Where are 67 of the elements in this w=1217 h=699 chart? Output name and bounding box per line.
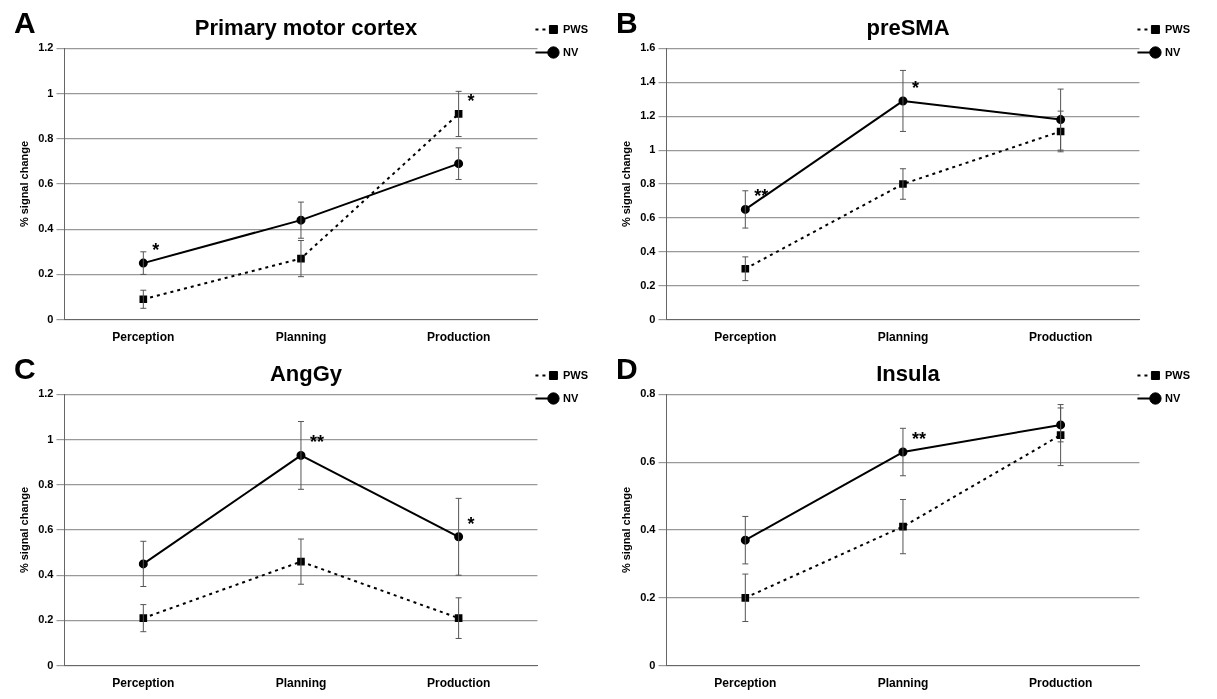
annotation: ** (309, 432, 324, 453)
annotation: * (911, 77, 919, 98)
y-tick-label: 0.8 (38, 131, 54, 144)
y-tick-label: 1 (47, 86, 54, 99)
y-tick-label: 0.8 (640, 387, 656, 400)
x-tick-label: Perception (112, 676, 175, 691)
y-axis-title: % signal change (619, 486, 632, 574)
x-tick-label: Production (1028, 330, 1093, 345)
y-tick-label: 0.6 (38, 523, 54, 536)
x-tick-label: Planning (877, 330, 929, 345)
y-tick-label: 0.2 (640, 278, 656, 291)
text: D (616, 352, 638, 386)
legend-label: NV (562, 45, 579, 58)
x-tick-label: Planning (877, 676, 929, 691)
y-tick-label: 0.4 (640, 244, 657, 257)
legend-label: PWS (562, 22, 589, 35)
y-tick-label: 0.8 (38, 477, 54, 490)
chart-title: Primary motor cortex (194, 15, 419, 41)
y-tick-label: 1.6 (640, 41, 656, 54)
y-tick-label: 1.2 (38, 41, 54, 54)
y-tick-label: 0 (47, 312, 54, 325)
legend-label: PWS (1164, 368, 1191, 381)
y-axis-title: % signal change (17, 140, 30, 228)
y-axis-title: % signal change (619, 140, 632, 228)
legend-label: NV (562, 391, 579, 404)
y-tick-label: 0.4 (38, 568, 55, 581)
legend-label: NV (1164, 45, 1181, 58)
y-tick-label: 0.6 (640, 210, 656, 223)
x-tick-label: Perception (112, 330, 175, 345)
x-tick-label: Production (1028, 676, 1093, 691)
annotation: ** (754, 186, 769, 207)
x-tick-label: Perception (714, 330, 777, 345)
y-tick-label: 0.4 (640, 523, 657, 536)
y-tick-label: 0 (649, 658, 656, 671)
x-tick-label: Production (426, 676, 491, 691)
x-tick-label: Perception (714, 676, 777, 691)
text: A (14, 6, 36, 40)
y-tick-label: 0.2 (640, 590, 656, 603)
legend-label: PWS (1164, 22, 1191, 35)
x-tick-label: Planning (275, 676, 327, 691)
y-tick-label: 0.4 (38, 222, 55, 235)
text: B (616, 6, 638, 40)
y-tick-label: 1.4 (640, 75, 657, 88)
legend-label: PWS (562, 368, 589, 381)
y-tick-label: 0 (649, 312, 656, 325)
y-tick-label: 0.2 (38, 267, 54, 280)
y-axis-title: % signal change (17, 486, 30, 574)
y-tick-label: 1.2 (38, 387, 54, 400)
y-tick-label: 0.2 (38, 613, 54, 626)
annotation: * (467, 90, 475, 111)
y-tick-label: 0 (47, 658, 54, 671)
x-tick-label: Planning (275, 330, 327, 345)
annotation: * (467, 513, 475, 534)
y-tick-label: 1 (649, 143, 656, 156)
y-tick-label: 0.8 (640, 177, 656, 190)
y-tick-label: 1 (47, 432, 54, 445)
chart-title: preSMA (866, 15, 950, 41)
text: C (14, 352, 36, 386)
y-tick-label: 1.2 (640, 109, 656, 122)
x-tick-label: Production (426, 330, 491, 345)
legend-label: NV (1164, 391, 1181, 404)
y-tick-label: 0.6 (38, 177, 54, 190)
y-tick-label: 0.6 (640, 455, 656, 468)
chart-title: Insula (876, 361, 941, 387)
annotation: ** (911, 429, 926, 449)
annotation: * (152, 240, 160, 261)
chart-title: AngGy (269, 361, 343, 387)
